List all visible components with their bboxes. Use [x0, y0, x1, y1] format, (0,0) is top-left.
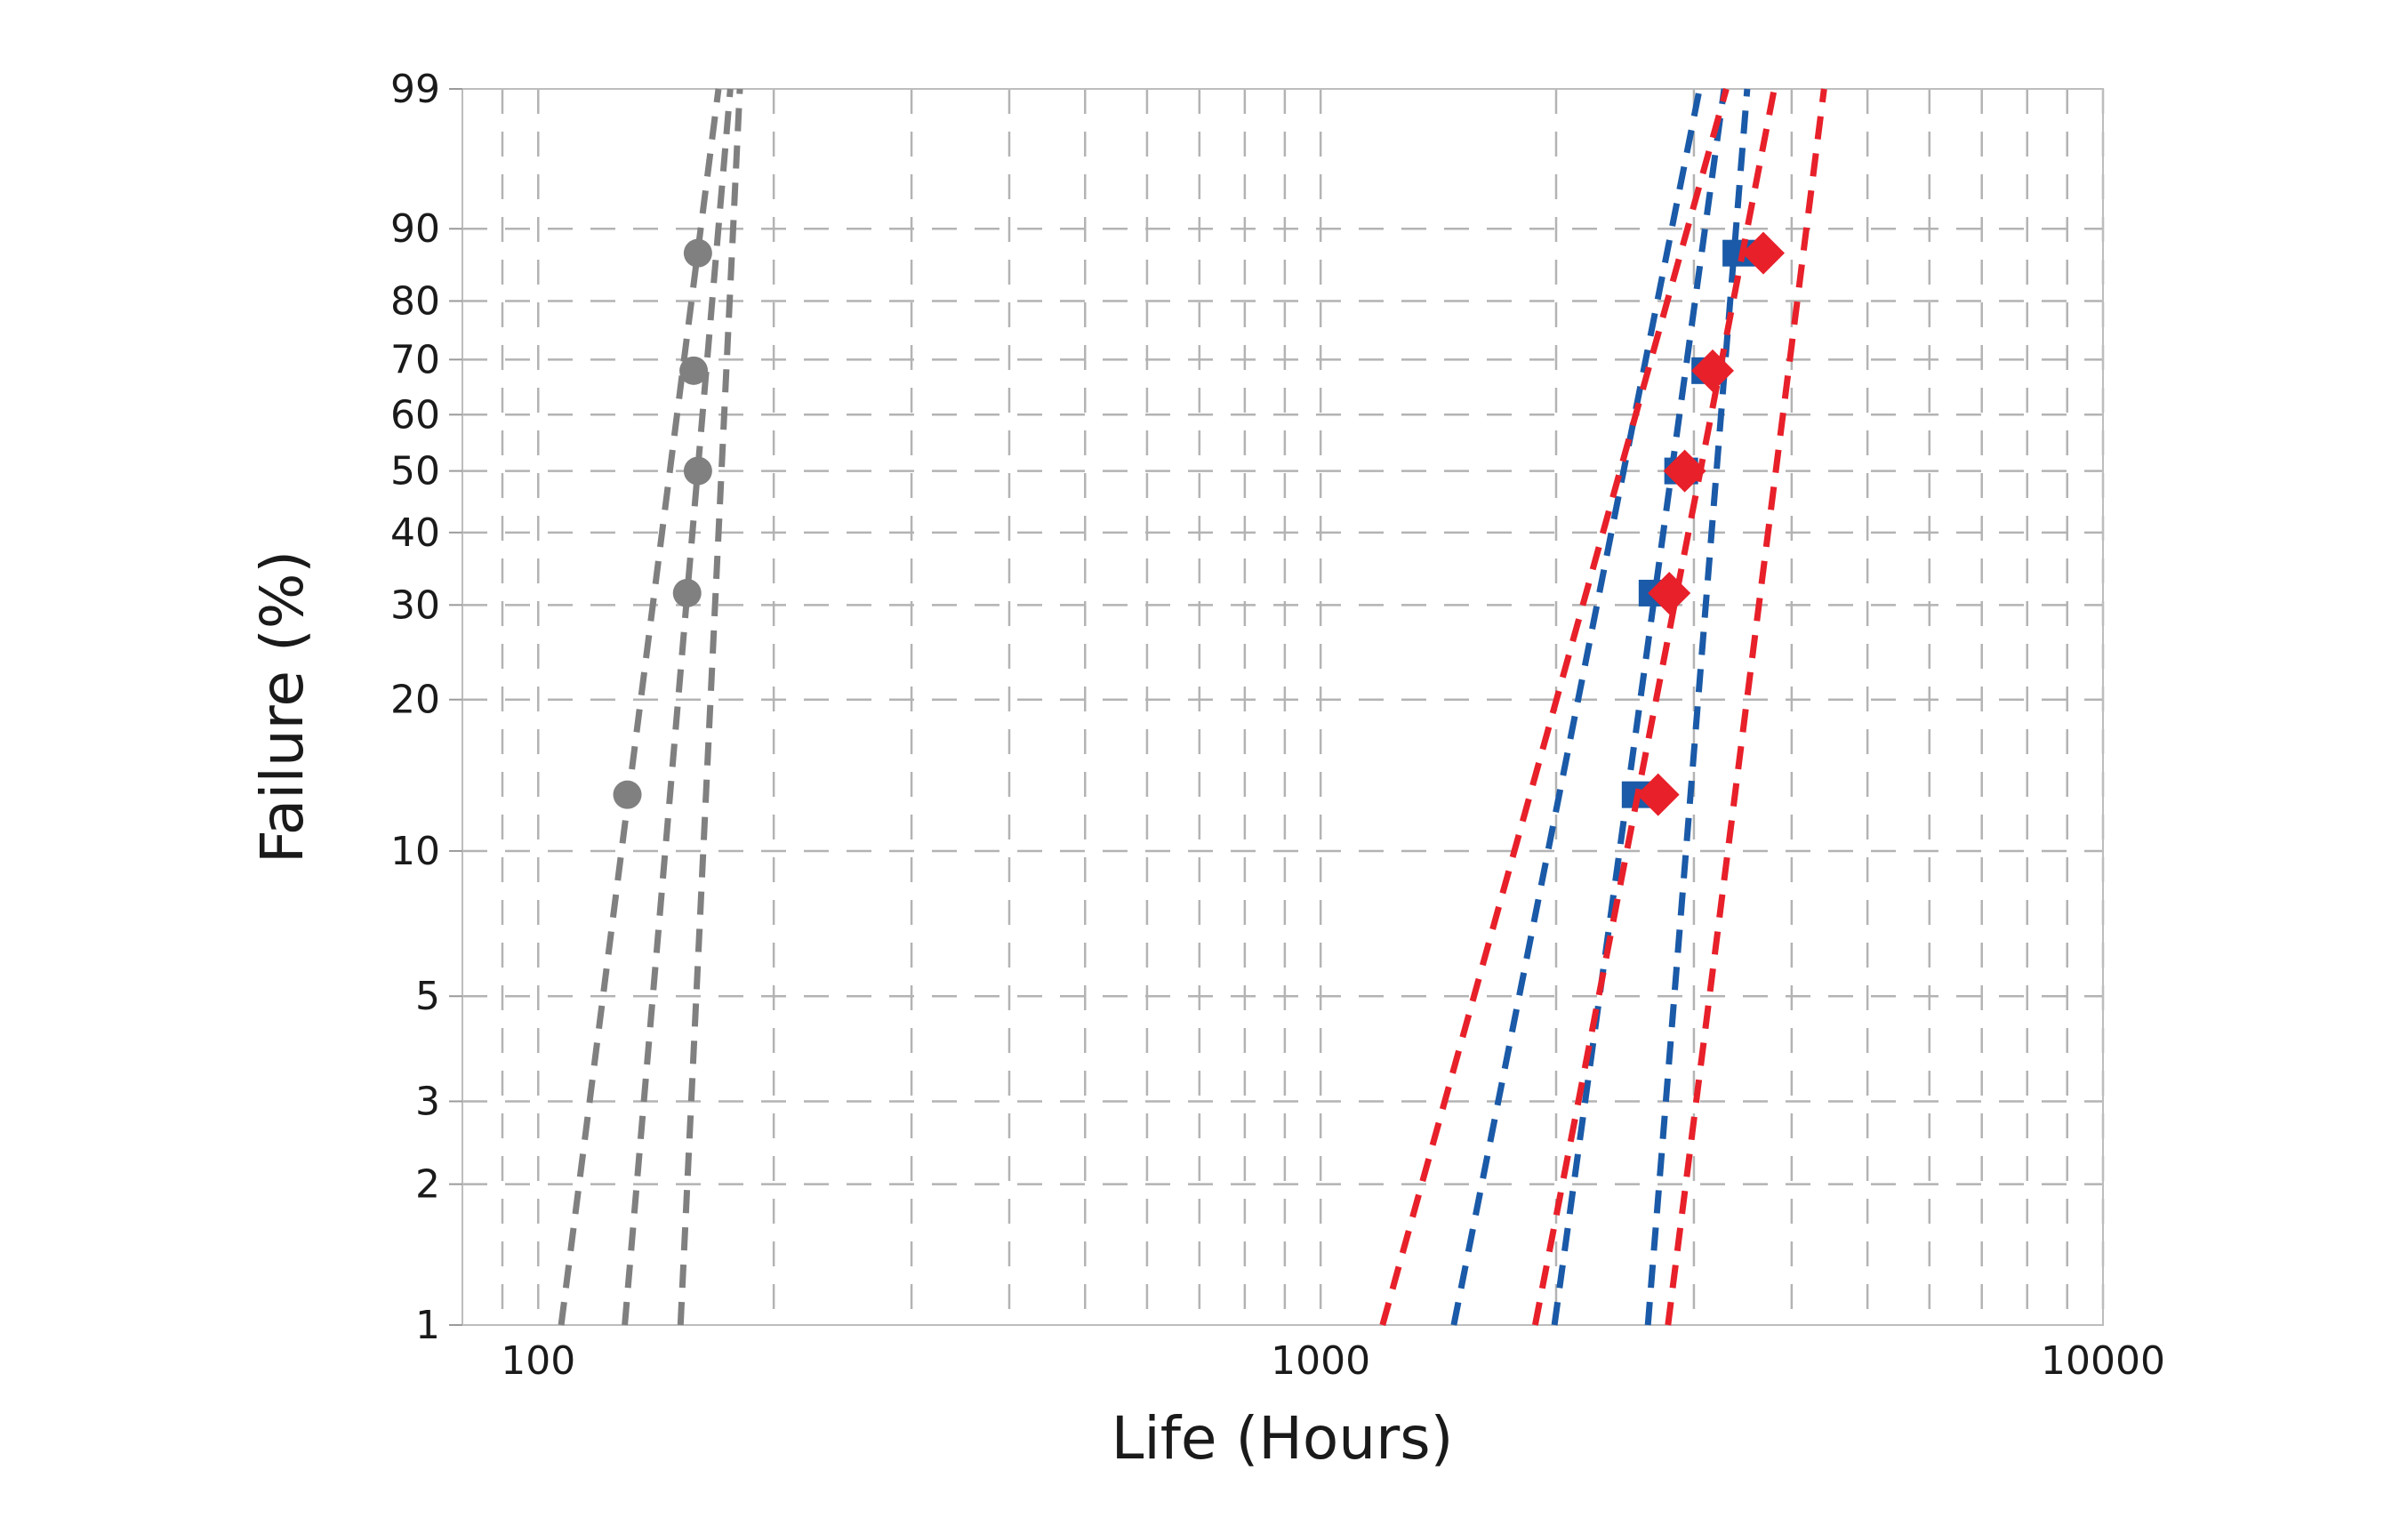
y-tick-label: 90: [390, 206, 440, 252]
data-point: [613, 780, 642, 809]
fit-line: [1551, 88, 1728, 1326]
y-tick-label: 70: [390, 337, 440, 382]
data-point: [683, 456, 712, 486]
data-point: [1636, 773, 1680, 816]
x-tick-labels: 100 1000 10000: [501, 1338, 2165, 1384]
series-group: [1379, 88, 1827, 1326]
series-group: [1450, 88, 1757, 1326]
x-tick-label: 10000: [2041, 1338, 2165, 1384]
y-tick-label: 80: [390, 278, 440, 324]
data-point: [679, 356, 709, 385]
y-tick-label: 10: [390, 829, 440, 874]
fit-line: [558, 88, 722, 1326]
fit-line: [1450, 88, 1703, 1326]
data-point: [683, 238, 712, 268]
fit-line: [1531, 88, 1778, 1326]
data-point: [1690, 349, 1734, 392]
y-tick-labels: 1 2 3 5 10 20 30 40 50 60 70 80 90 99: [390, 67, 462, 1348]
data-point: [1742, 231, 1786, 275]
y-tick-label: 1: [415, 1303, 440, 1348]
y-tick-label: 99: [390, 67, 440, 112]
y-axis-title: Failure (%): [248, 550, 317, 863]
series-group: [558, 88, 743, 1326]
y-tick-label: 20: [390, 678, 440, 723]
y-tick-label: 40: [390, 510, 440, 556]
data-series: [558, 88, 1827, 1326]
fit-line: [1644, 88, 1751, 1326]
y-tick-label: 5: [415, 974, 440, 1019]
x-axis-title: Life (Hours): [1112, 1404, 1454, 1473]
fit-line: [622, 88, 734, 1326]
y-tick-label: 50: [390, 449, 440, 494]
y-tick-label: 30: [390, 582, 440, 628]
x-tick-label: 1000: [1271, 1338, 1370, 1384]
plot-frame: [462, 88, 2104, 1326]
fit-line: [677, 88, 743, 1326]
fit-line: [1379, 88, 1730, 1326]
x-tick-label: 100: [501, 1338, 575, 1384]
y-tick-label: 3: [415, 1079, 440, 1124]
y-tick-label: 60: [390, 392, 440, 438]
y-tick-label: 2: [415, 1162, 440, 1208]
data-point: [1648, 571, 1691, 614]
data-point: [1663, 449, 1706, 493]
fit-line: [1665, 88, 1827, 1326]
data-point: [672, 578, 702, 607]
